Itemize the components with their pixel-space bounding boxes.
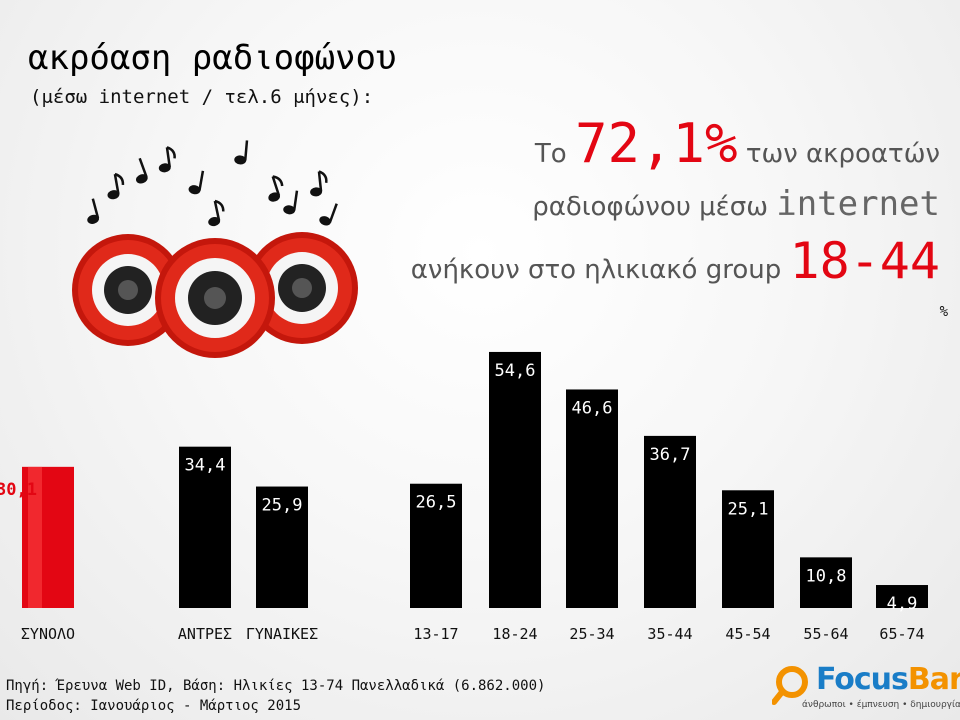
speaker-center-icon — [155, 238, 275, 358]
value-label-25-34: 46,6 — [572, 398, 613, 418]
bar-55-64 — [800, 557, 852, 608]
bar-65-74 — [876, 585, 928, 608]
bar-35-44 — [644, 435, 696, 608]
category-label-ΑΝΤΡΕΣ: ΑΝΤΡΕΣ — [178, 625, 232, 643]
speakers-music-illustration — [72, 140, 358, 358]
value-label-ΓΥΝΑΙΚΕΣ: 25,9 — [262, 496, 303, 516]
page-title: ακρόαση ραδιοφώνου — [28, 38, 397, 78]
age-gender-bar-chart: 30,1 ΣΥΝΟΛΟ 34,4 ΑΝΤΡΕΣ 25,9 ΓΥΝΑΙΚΕΣ 26,5 13-1… — [0, 351, 928, 643]
source-note: Πηγή: Έρευνα Web ID, Βάση: Ηλικίες 13-74… — [6, 676, 545, 716]
category-label-25-34: 25-34 — [569, 625, 614, 643]
category-label-ΣΥΝΟΛΟ: ΣΥΝΟΛΟ — [21, 625, 75, 643]
value-label-ΑΝΤΡΕΣ: 34,4 — [185, 456, 226, 476]
focus-bari-logo: FocusBari άνθρωποι • έμπνευση • δημιουργ… — [772, 660, 960, 716]
category-label-65-74: 65-74 — [879, 625, 924, 643]
value-label-18-24: 54,6 — [495, 361, 536, 381]
speaker-left-icon — [72, 234, 184, 346]
category-label-55-64: 55-64 — [803, 625, 848, 643]
value-label-45-54: 25,1 — [728, 499, 769, 519]
headline-internet: internet — [776, 184, 940, 224]
category-label-13-17: 13-17 — [413, 625, 458, 643]
source-line: Πηγή: Έρευνα Web ID, Βάση: Ηλικίες 13-74… — [6, 678, 546, 694]
headline-line-1: Το 72,1% των ακροατών — [535, 112, 940, 175]
value-label-65-74: 4,9 — [887, 594, 918, 614]
unit-label: % — [939, 304, 948, 320]
logo-bari: Bari — [907, 662, 960, 697]
category-label-ΓΥΝΑΙΚΕΣ: ΓΥΝΑΙΚΕΣ — [246, 625, 318, 643]
category-label-45-54: 45-54 — [725, 625, 770, 643]
headline-age-group: 18-44 — [789, 232, 940, 290]
logo-wordmark: FocusBari — [816, 662, 960, 697]
category-label-18-24: 18-24 — [492, 625, 537, 643]
bar-ΓΥΝΑΙΚΕΣ — [256, 486, 308, 608]
headline-suffix: των ακροατών — [745, 139, 940, 169]
headline-line-3: ανήκουν στο ηλικιακό group 18-44 — [411, 232, 940, 290]
logo-focus: Focus — [816, 662, 909, 697]
music-notes-icon — [87, 140, 338, 227]
period-line: Περίοδος: Ιανουάριος - Μάρτιος 2015 — [6, 698, 302, 714]
bar-45-54 — [722, 490, 774, 608]
magnifier-logo-icon — [772, 666, 808, 705]
page-subtitle: (μέσω internet / τελ.6 μήνες): — [30, 86, 374, 108]
headline-percentage: 72,1% — [574, 112, 738, 175]
category-label-35-44: 35-44 — [647, 625, 692, 643]
value-label-ΣΥΝΟΛΟ: 30,1 — [0, 480, 37, 500]
value-label-13-17: 26,5 — [416, 493, 457, 513]
headline-line-2: ραδιοφώνου μέσω internet — [532, 184, 940, 224]
bar-ΑΝΤΡΕΣ — [179, 446, 231, 608]
headline-line2-text: ραδιοφώνου μέσω — [532, 192, 768, 222]
bar-highlight-shine — [28, 466, 42, 608]
headline-line3-text: ανήκουν στο ηλικιακό group — [410, 255, 782, 285]
value-label-35-44: 36,7 — [650, 445, 691, 465]
headline-prefix: Το — [534, 139, 567, 169]
bar-18-24 — [489, 351, 541, 608]
bar-13-17 — [410, 483, 462, 608]
bar-25-34 — [566, 389, 618, 608]
speaker-right-icon — [246, 232, 358, 344]
logo-tagline: άνθρωποι • έμπνευση • δημιουργία — [802, 700, 960, 710]
value-label-55-64: 10,8 — [806, 566, 847, 586]
